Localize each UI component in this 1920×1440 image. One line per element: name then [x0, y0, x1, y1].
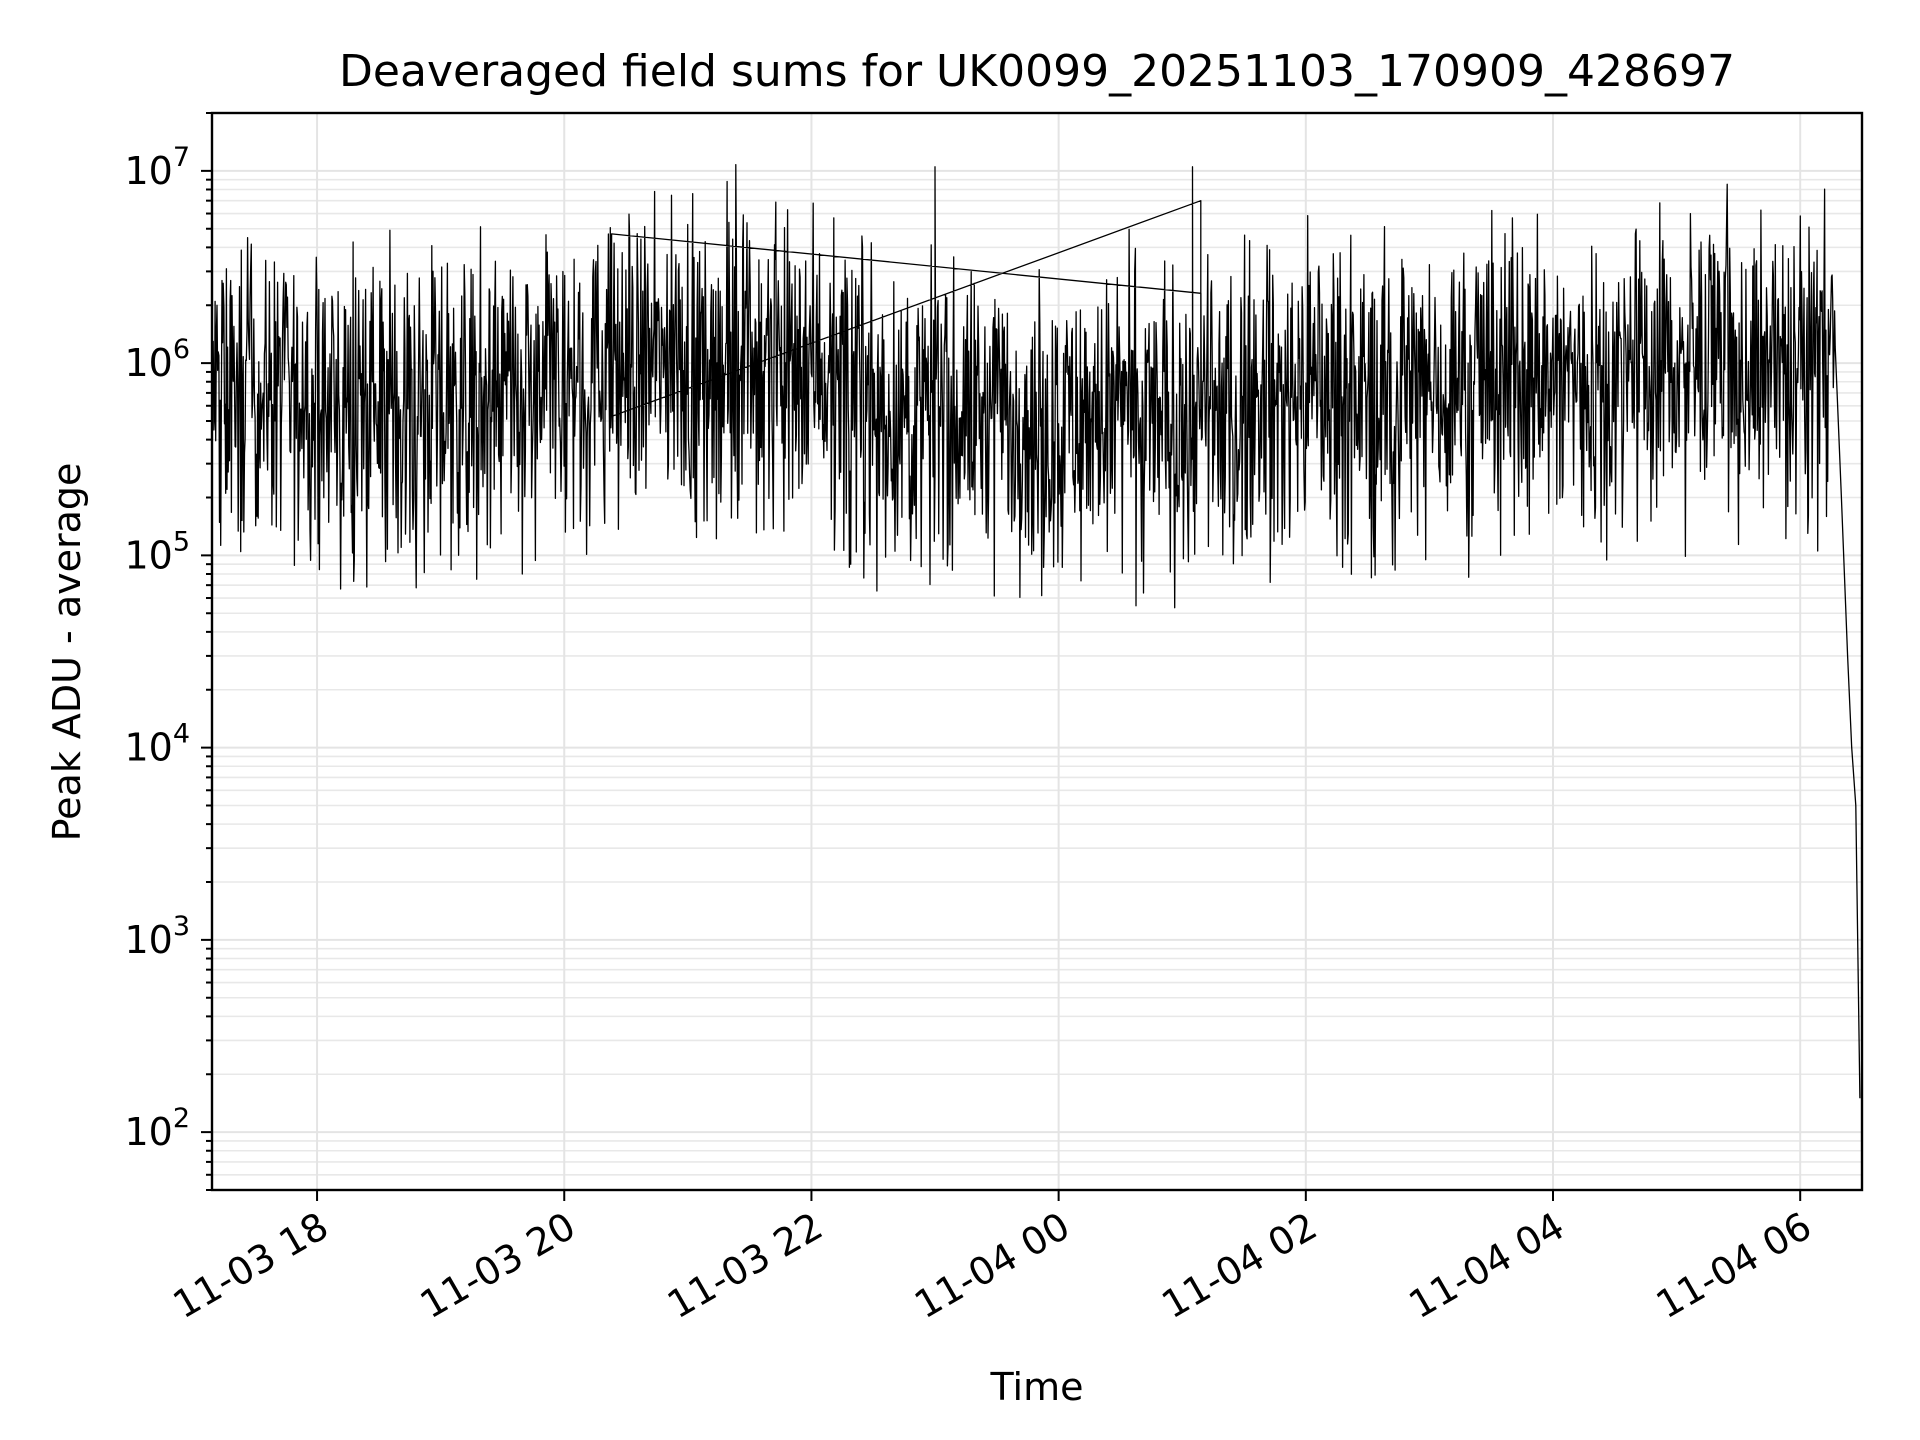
y-tick-exponent: 3	[173, 911, 190, 942]
y-tick-label: 106	[124, 334, 190, 385]
y-tick-label: 104	[124, 719, 190, 770]
y-tick-base: 10	[124, 341, 172, 385]
y-tick-base: 10	[124, 149, 172, 193]
y-tick-label: 103	[124, 911, 190, 962]
plot-frame	[210, 111, 1864, 1192]
y-tick-exponent: 5	[173, 526, 190, 557]
x-axis-label: Time	[990, 1365, 1084, 1409]
chart-title: Deaveraged field sums for UK0099_2025110…	[339, 46, 1735, 97]
y-tick-exponent: 2	[173, 1103, 190, 1134]
y-axis-label: Peak ADU - average	[45, 463, 89, 842]
y-tick-exponent: 6	[173, 334, 190, 365]
series-line	[211, 163, 1861, 1099]
y-tick-base: 10	[124, 726, 172, 770]
y-tick-label: 102	[124, 1103, 190, 1154]
y-tick-base: 10	[124, 1110, 172, 1154]
y-tick-label: 105	[124, 526, 190, 577]
y-tick-label: 107	[124, 142, 190, 193]
y-tick-base: 10	[124, 533, 172, 577]
data-series	[211, 163, 1861, 1099]
y-tick-exponent: 4	[173, 719, 190, 750]
y-tick-base: 10	[124, 918, 172, 962]
y-tick-exponent: 7	[173, 142, 190, 173]
